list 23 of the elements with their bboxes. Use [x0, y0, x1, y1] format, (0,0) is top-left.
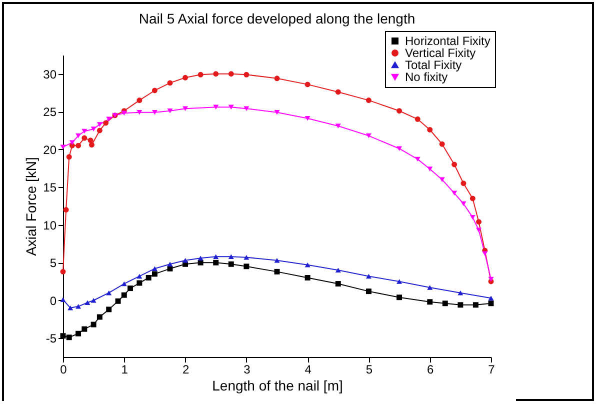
x-tick-label: 1 — [121, 362, 128, 376]
y-axis-title: Axial Force [kN] — [23, 157, 40, 256]
y-tick-label: 25 — [43, 105, 57, 120]
x-axis-title: Length of the nail [m] — [212, 378, 343, 394]
x-tick-label: 5 — [366, 362, 373, 376]
x-tick-label: 4 — [304, 362, 312, 376]
legend-label: Vertical Fixity — [405, 46, 476, 60]
y-tick-label: 20 — [43, 142, 57, 157]
legend-label: No fixity — [405, 70, 448, 84]
x-tick-label: 3 — [244, 362, 251, 376]
y-tick-label: 10 — [43, 218, 57, 232]
y-tick-label: 0 — [50, 294, 57, 308]
y-tick-label: -5 — [46, 332, 57, 346]
x-tick-label: 7 — [488, 362, 496, 376]
legend-label: Horizontal Fixity — [405, 34, 490, 48]
y-tick-label: 30 — [43, 67, 57, 82]
x-tick-label: 0 — [60, 362, 68, 376]
legend-label: Total Fixity — [405, 58, 462, 72]
chart-title: Nail 5 Axial force developed along the length — [138, 10, 416, 26]
y-tick-label: 15 — [43, 180, 57, 195]
x-tick-label: 6 — [427, 362, 434, 376]
x-tick-label: 2 — [182, 362, 190, 376]
y-tick-label: 5 — [50, 256, 57, 270]
